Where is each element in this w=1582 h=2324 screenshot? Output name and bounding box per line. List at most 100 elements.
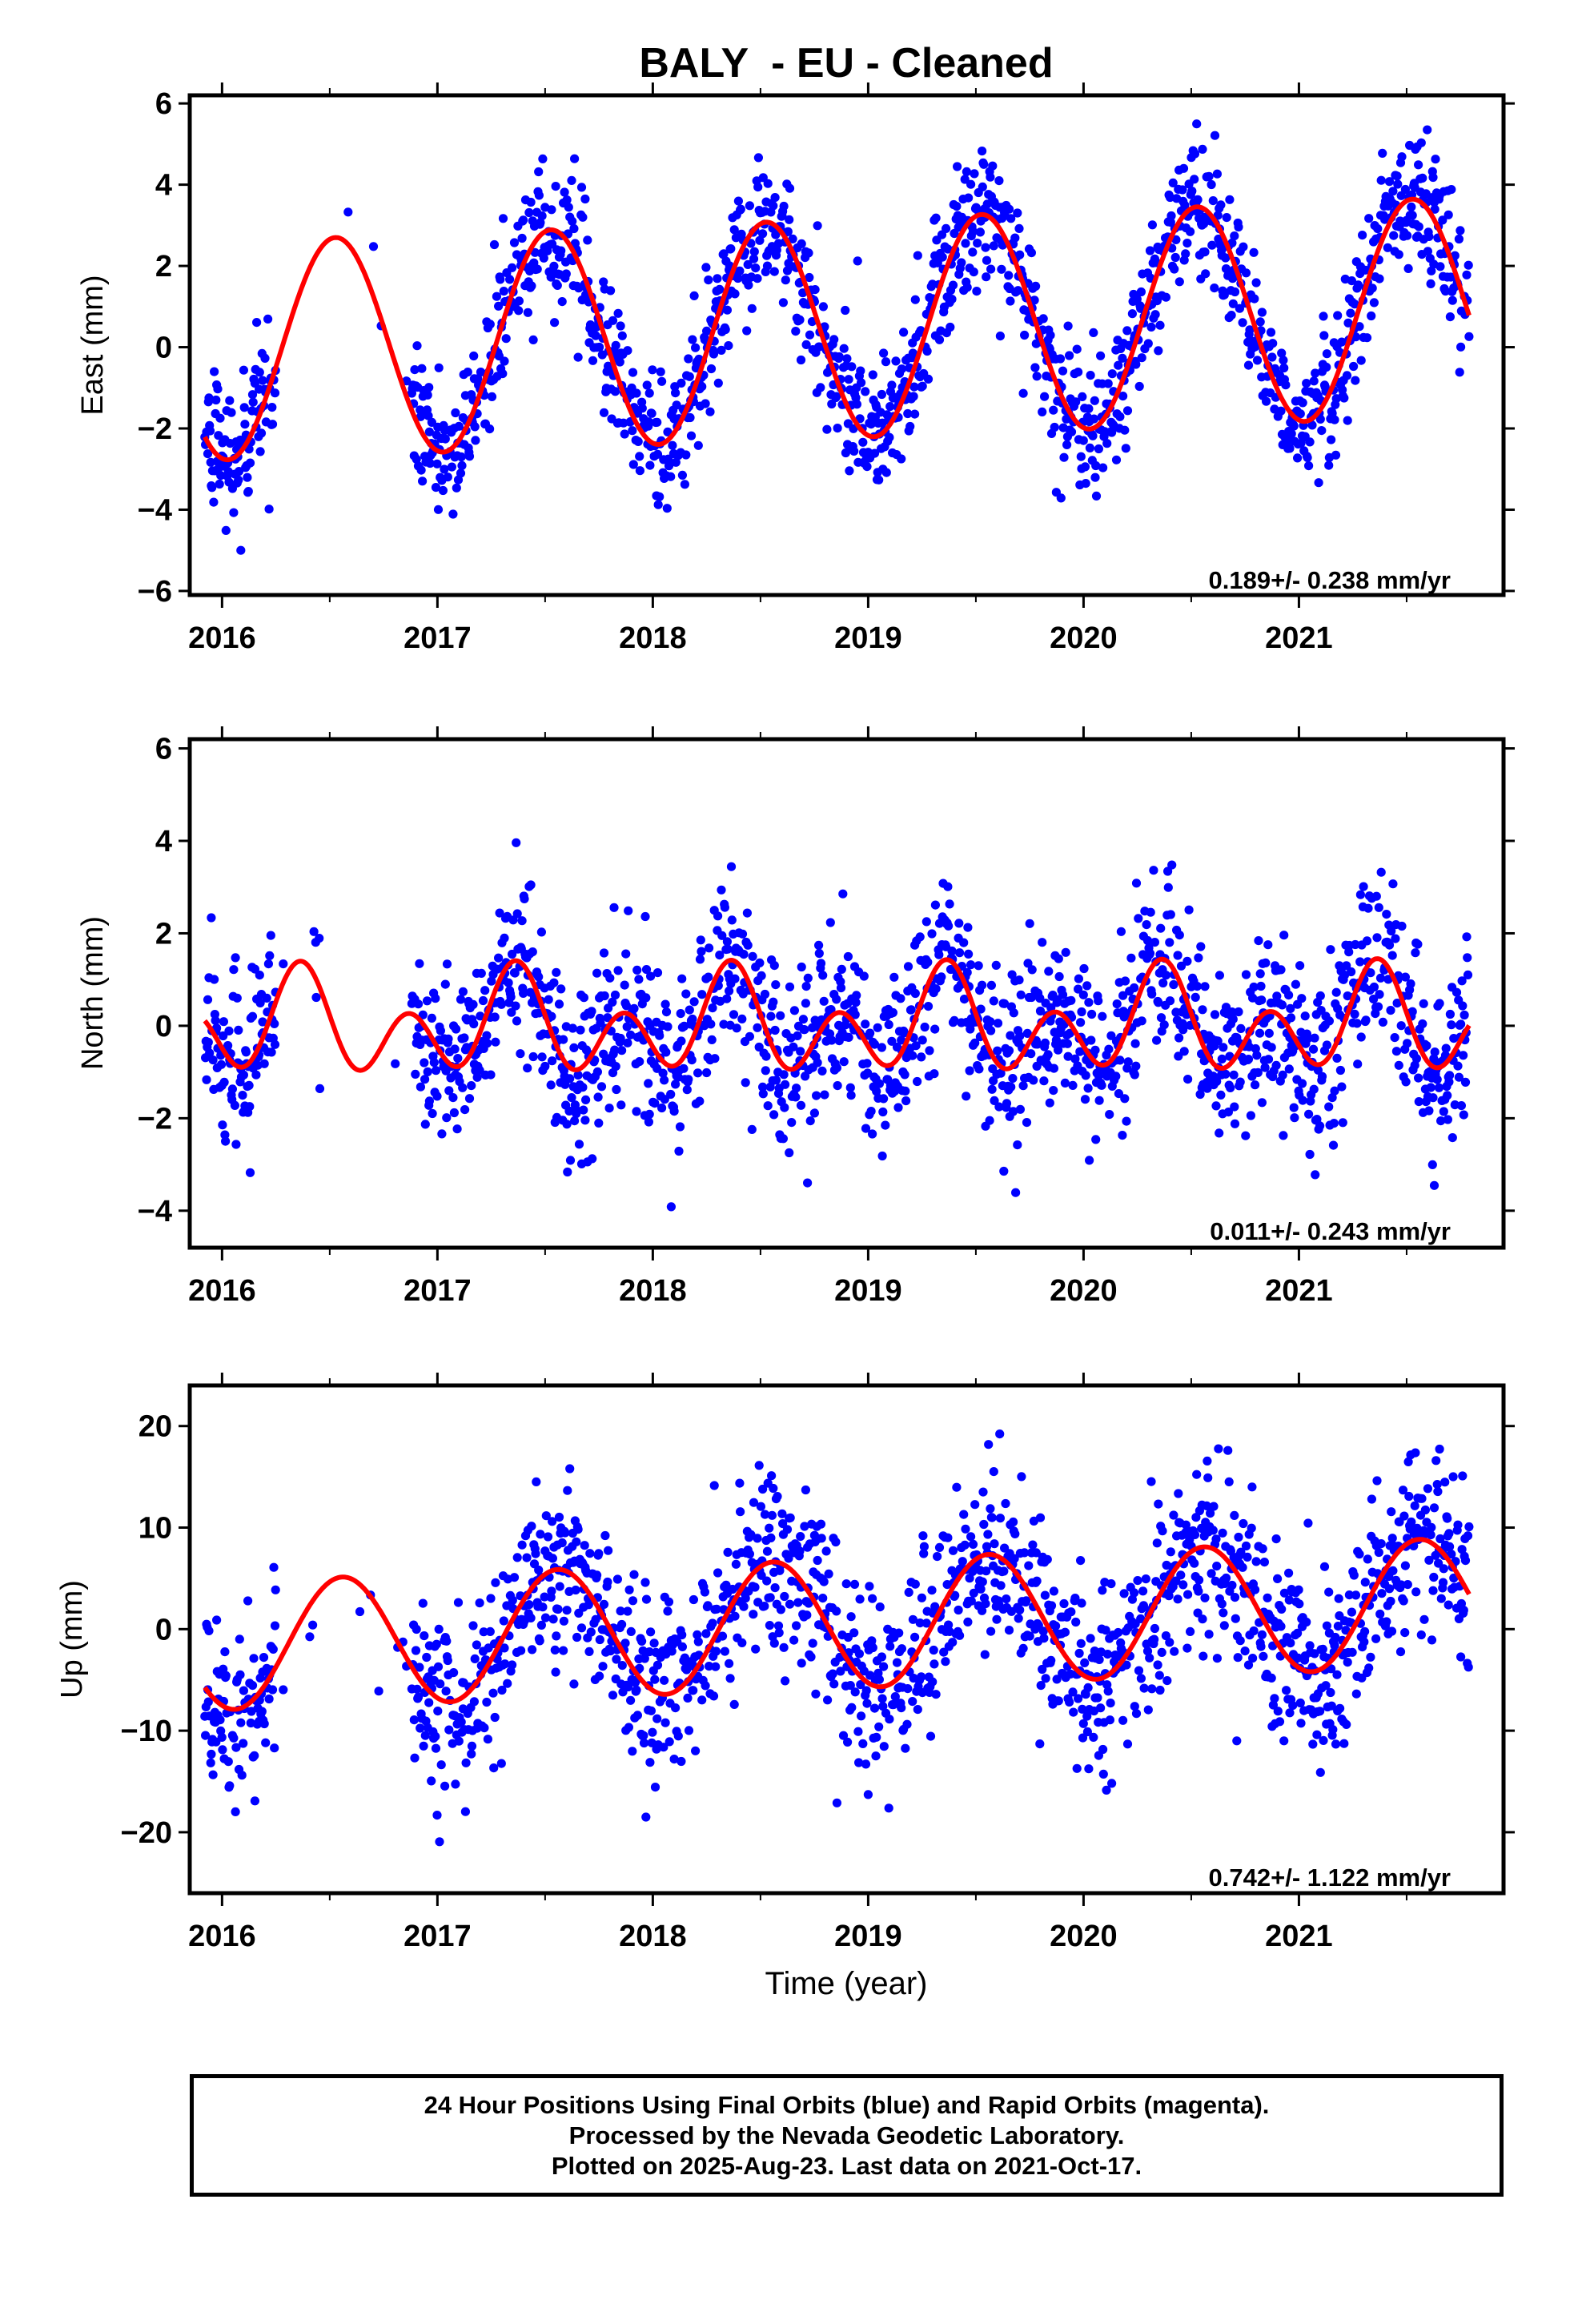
data-point (1439, 1107, 1448, 1116)
data-point (1308, 1739, 1318, 1749)
data-point (978, 147, 987, 156)
data-point (527, 1522, 536, 1531)
data-point (217, 1732, 227, 1742)
data-point (250, 1751, 259, 1760)
data-point (1130, 1588, 1139, 1598)
data-point (981, 243, 990, 252)
data-point (652, 449, 663, 459)
data-point (766, 1533, 776, 1542)
data-point (1022, 1118, 1032, 1128)
data-point (1383, 243, 1392, 252)
data-point (611, 340, 620, 350)
data-point (1293, 453, 1303, 463)
data-point (1382, 910, 1391, 919)
data-point (739, 1602, 749, 1611)
data-point (444, 1725, 454, 1735)
north-velocity-annotation: 0.011+/- 0.243 mm/yr (1210, 1217, 1451, 1245)
data-point (1303, 452, 1312, 463)
data-point (1238, 318, 1247, 328)
data-point (245, 1102, 255, 1112)
data-point (729, 1010, 739, 1019)
data-point (436, 1026, 446, 1035)
data-point (964, 949, 974, 959)
data-point (424, 427, 435, 436)
data-point (986, 1504, 995, 1514)
data-point (1441, 1043, 1451, 1053)
data-point (1082, 981, 1092, 991)
data-point (858, 1739, 868, 1748)
data-point (257, 1707, 267, 1716)
data-point (808, 1638, 817, 1648)
data-point (1284, 1595, 1294, 1605)
data-point (767, 1471, 777, 1481)
data-point (1238, 1562, 1247, 1572)
data-point (976, 1584, 986, 1594)
data-point (995, 1514, 1005, 1523)
data-point (547, 1011, 556, 1021)
data-point (1353, 1059, 1363, 1069)
data-point (469, 1019, 479, 1029)
data-point (778, 298, 789, 308)
data-point (970, 1500, 980, 1510)
data-point (713, 1568, 723, 1578)
data-point (868, 1594, 877, 1603)
data-point (517, 233, 527, 243)
data-point (605, 973, 615, 983)
data-point (785, 215, 794, 224)
data-point (1145, 1653, 1154, 1663)
data-point (1403, 1580, 1412, 1590)
data-point (1217, 1599, 1227, 1609)
data-point (769, 961, 779, 971)
data-point (878, 1107, 888, 1117)
data-point (1397, 152, 1407, 162)
data-point (874, 475, 884, 485)
data-point (1216, 1090, 1226, 1100)
data-point (1291, 979, 1300, 989)
data-point (723, 1547, 733, 1557)
data-point (449, 1668, 459, 1678)
data-point (470, 422, 480, 432)
data-point (1217, 1054, 1227, 1063)
data-point (1431, 1456, 1441, 1466)
data-point (1045, 1098, 1054, 1108)
data-point (1433, 1486, 1443, 1497)
data-point (1146, 907, 1155, 917)
data-point (559, 1646, 568, 1655)
data-point (800, 1522, 809, 1531)
data-point (635, 1057, 644, 1067)
data-point (216, 471, 226, 480)
data-point (978, 182, 987, 191)
data-point (641, 965, 652, 975)
data-point (986, 980, 996, 990)
data-point (1227, 1580, 1237, 1590)
data-point (1025, 1631, 1034, 1641)
data-point (916, 326, 926, 336)
data-point (591, 331, 600, 340)
data-point (917, 1593, 926, 1602)
data-point (1167, 860, 1177, 870)
data-point (1327, 435, 1336, 444)
data-point (537, 1052, 547, 1062)
data-point (1210, 283, 1219, 293)
data-point (494, 301, 504, 311)
data-point (1178, 1025, 1188, 1035)
data-point (885, 1715, 894, 1724)
data-point (1276, 965, 1286, 975)
data-point (770, 193, 780, 203)
data-point (1289, 421, 1299, 431)
footer-caption-box: 24 Hour Positions Using Final Orbits (bl… (190, 2074, 1504, 2197)
data-point (212, 1615, 222, 1625)
data-point (413, 1692, 424, 1702)
data-point (1228, 1015, 1238, 1024)
data-point (641, 993, 651, 1003)
data-point (205, 1048, 215, 1058)
data-point (1322, 1040, 1331, 1050)
data-point (595, 342, 604, 352)
data-point (1375, 990, 1384, 999)
data-point (978, 1577, 987, 1586)
data-point (737, 929, 748, 939)
data-point (1423, 247, 1432, 256)
data-point (680, 480, 690, 489)
data-point (742, 326, 752, 336)
data-point (572, 1106, 582, 1116)
